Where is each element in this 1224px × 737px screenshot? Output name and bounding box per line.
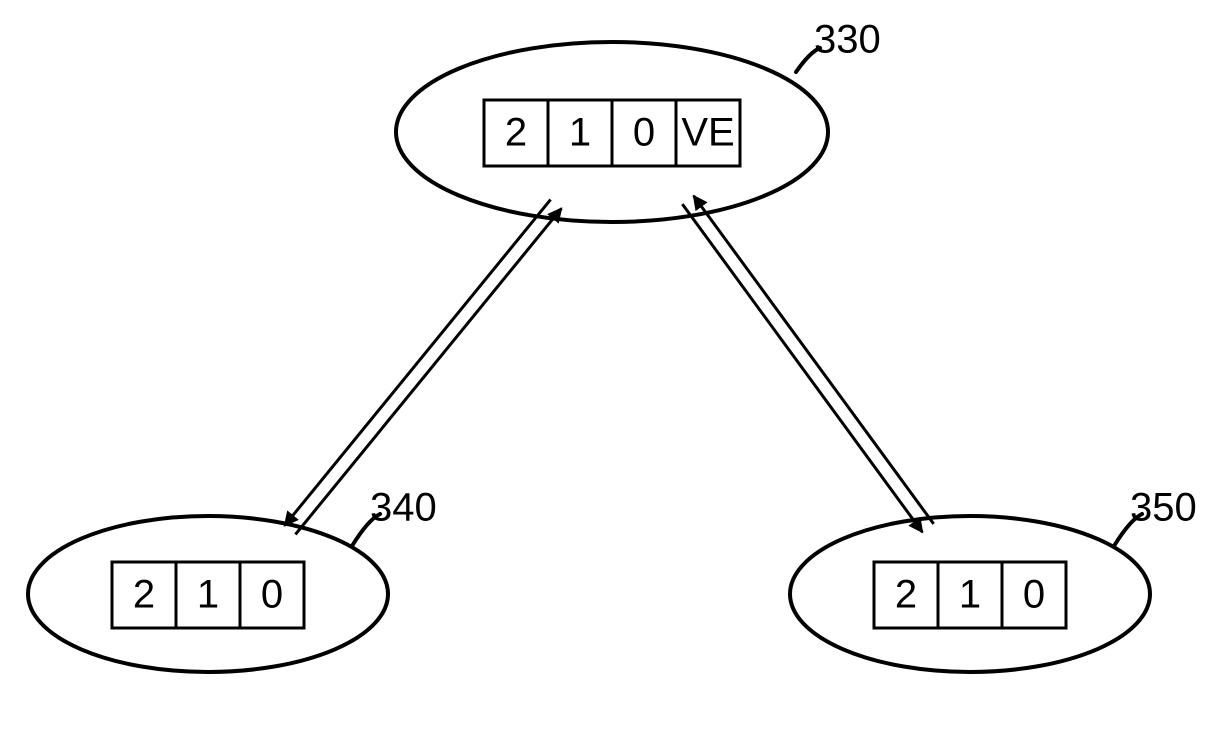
cell-text-left-1: 1 bbox=[197, 573, 219, 617]
cell-text-top-0: 2 bbox=[505, 111, 527, 155]
label-right: 350 bbox=[1130, 486, 1197, 530]
label-top: 330 bbox=[814, 18, 881, 62]
cell-text-top-3: VE bbox=[681, 111, 734, 155]
cell-text-right-2: 0 bbox=[1023, 573, 1045, 617]
cell-text-left-0: 2 bbox=[133, 573, 155, 617]
cell-text-right-1: 1 bbox=[959, 573, 981, 617]
cell-text-left-2: 0 bbox=[261, 573, 283, 617]
cell-text-top-1: 1 bbox=[569, 111, 591, 155]
cell-text-top-2: 0 bbox=[633, 111, 655, 155]
cell-text-right-0: 2 bbox=[895, 573, 917, 617]
label-left: 340 bbox=[370, 486, 437, 530]
